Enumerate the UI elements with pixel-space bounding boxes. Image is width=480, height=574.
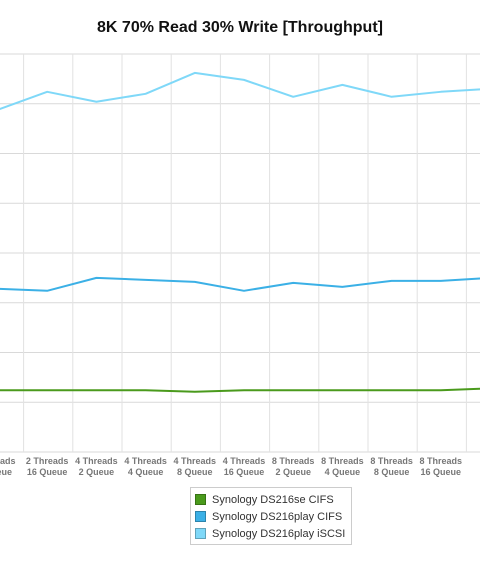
x-tick-label: 4 Threads [223, 456, 266, 466]
legend-item-ds216play-iscsi[interactable]: Synology DS216play iSCSI [195, 525, 347, 542]
legend: Synology DS216se CIFS Synology DS216play… [190, 487, 352, 545]
x-tick-label: 16 Queue [224, 467, 265, 477]
x-tick-label: 8 Threads [272, 456, 315, 466]
x-tick-label: 4 Queue [325, 467, 361, 477]
x-tick-label: 4 Threads [124, 456, 167, 466]
x-tick-label: 16 Queue [421, 467, 462, 477]
x-tick-label: 4 Queue [128, 467, 164, 477]
x-tick-label: 16 Queue [27, 467, 68, 477]
x-tick-label: 4 Threads [75, 456, 118, 466]
legend-swatch [195, 511, 206, 522]
legend-item-ds216play-cifs[interactable]: Synology DS216play CIFS [195, 508, 347, 525]
x-tick-label: 2 Threads [26, 456, 69, 466]
x-tick-label: 8 Threads [370, 456, 413, 466]
grid-lines [0, 53, 480, 453]
x-tick-label: Queue [0, 467, 12, 477]
x-tick-label: 4 Threads [174, 456, 217, 466]
legend-swatch [195, 528, 206, 539]
x-tick-label: 8 Threads [321, 456, 364, 466]
legend-label: Synology DS216play CIFS [212, 510, 343, 523]
series-line-1 [0, 276, 480, 292]
series-line-2 [0, 71, 480, 111]
chart-title: 8K 70% Read 30% Write [Throughput] [97, 19, 383, 36]
x-tick-label: 2 Queue [275, 467, 311, 477]
legend-item-ds216se-cifs[interactable]: Synology DS216se CIFS [195, 491, 347, 508]
x-tick-label: 8 Threads [420, 456, 463, 466]
x-tick-label: 8 Queue [374, 467, 410, 477]
legend-label: Synology DS216se CIFS [212, 493, 334, 506]
series-lines [0, 71, 480, 393]
legend-label: Synology DS216play iSCSI [212, 527, 346, 540]
series-line-0 [0, 387, 480, 393]
x-tick-label: 8 Queue [177, 467, 213, 477]
legend-swatch [195, 494, 206, 505]
x-tick-label: Threads [0, 456, 16, 466]
x-tick-label: 2 Queue [79, 467, 115, 477]
